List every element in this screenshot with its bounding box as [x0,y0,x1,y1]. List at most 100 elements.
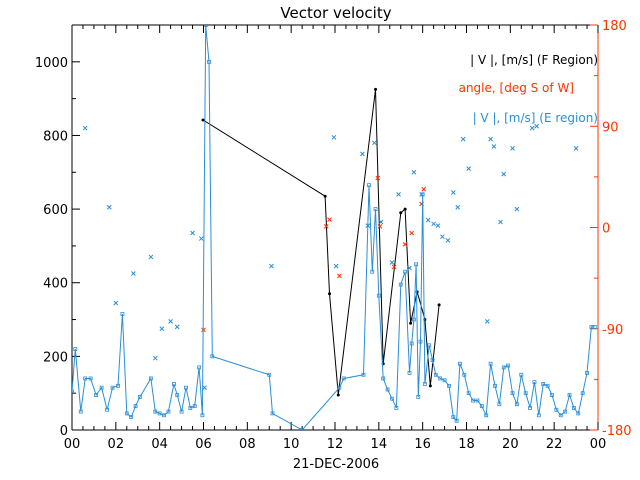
e-region-point [409,341,414,346]
e-region-point [541,382,546,386]
f-region-point [437,303,441,307]
e-region-point [510,391,515,396]
e-region-x-point-b [445,238,451,243]
e-region-point [94,393,99,397]
e-region-point [124,411,129,416]
e-region-point [99,385,104,390]
e-region-x-point [106,204,112,210]
e-region-x-point-b [514,206,520,212]
e-region-point [550,393,554,397]
e-region-x-point-b [488,136,493,142]
e-region-point [197,365,202,370]
e-region-point [488,361,493,366]
e-region-x-point [174,324,180,330]
e-region-x-point [501,171,507,177]
e-region-x-point-b [331,134,337,140]
e-region-point [110,385,115,390]
f-region-point [374,87,378,91]
x-tick-label: 00 [590,437,607,452]
e-region-x-point-b [82,125,88,131]
f-region-point [201,118,205,122]
e-region-point [466,391,471,396]
e-region-x-point [510,145,515,151]
e-region-point [484,413,489,418]
e-region-point [585,371,589,375]
y-tick-label: 800 [43,129,68,144]
angle-point-b [402,242,408,247]
e-region-x-point [440,234,445,240]
e-region-x-point-b [131,271,136,276]
e-region-point [416,394,421,399]
e-region-x-point-b [455,204,461,210]
e-region-point [519,372,524,377]
e-region-point [501,365,506,370]
angle-point [391,264,397,270]
f-region-point [399,211,403,215]
e-region-point [361,372,366,377]
e-region-x-point-b [501,171,507,177]
angle-point [377,224,383,229]
e-region-point [571,406,576,410]
e-region-x-point-b [484,319,490,324]
e-region-x-point-b [168,319,173,324]
angle-point [337,273,342,279]
y2-tick-label: 90 [602,120,619,135]
e-region-x-point-b [534,123,539,129]
e-region-x-point [152,355,158,361]
e-region-point [188,406,193,410]
e-region-point [523,391,528,396]
e-region-point [563,409,568,414]
x-tick-label: 20 [502,437,519,452]
e-region-point [536,413,541,418]
e-region-point [341,376,346,381]
e-region-point [554,407,559,412]
y2-tick-label: 180 [602,19,627,34]
angle-point-b [391,264,397,270]
x-tick-label: 16 [414,437,431,452]
x-tick-label: 14 [371,437,388,452]
e-region-x-point-b [198,236,204,241]
e-region-x-point [431,221,436,227]
e-region-x-point [491,144,497,149]
e-region-point [414,262,418,267]
x-tick-label: 02 [108,437,125,452]
y2-tick-label: -90 [602,323,623,338]
e-region-point [403,269,408,274]
e-region-x-point-b [450,190,456,195]
e-region-x-point [365,223,371,229]
e-region-point [497,402,502,407]
e-region-point [72,389,74,394]
angle-point [402,242,408,247]
e-region-x-point [148,254,154,260]
e-region-x-point [460,136,466,142]
legend: | V |, [m/s] (F Region) angle, [deg S of… [459,53,598,125]
e-region-point [207,59,211,64]
angle-point [323,224,329,229]
e-region-point [148,376,153,381]
e-region-x-point-b [529,125,535,131]
e-region-point [475,398,480,403]
e-region-point [83,376,88,381]
e-region-point [398,282,403,287]
e-region-x-point-b [372,140,377,146]
e-region-point [116,383,120,388]
e-region-point [88,376,93,381]
e-region-x-point [269,263,274,269]
e-region-point [390,396,394,401]
angle-point-b [327,217,332,222]
e-region-point [451,415,456,420]
e-region-point [184,385,188,390]
x-tick-label: 00 [64,437,81,452]
e-region-point [267,372,272,377]
e-region-x-point-b [333,263,339,269]
e-region-x-point [484,319,490,324]
e-region-x-point-b [152,355,158,361]
e-region-x-point [534,123,539,129]
y-tick-label: 0 [60,424,68,439]
legend-entry-f-region: | V |, [m/s] (F Region) [470,53,598,67]
angle-point-b [377,224,383,229]
e-region-point [454,418,459,423]
e-region-point [162,413,166,418]
f-region-point [403,207,407,211]
